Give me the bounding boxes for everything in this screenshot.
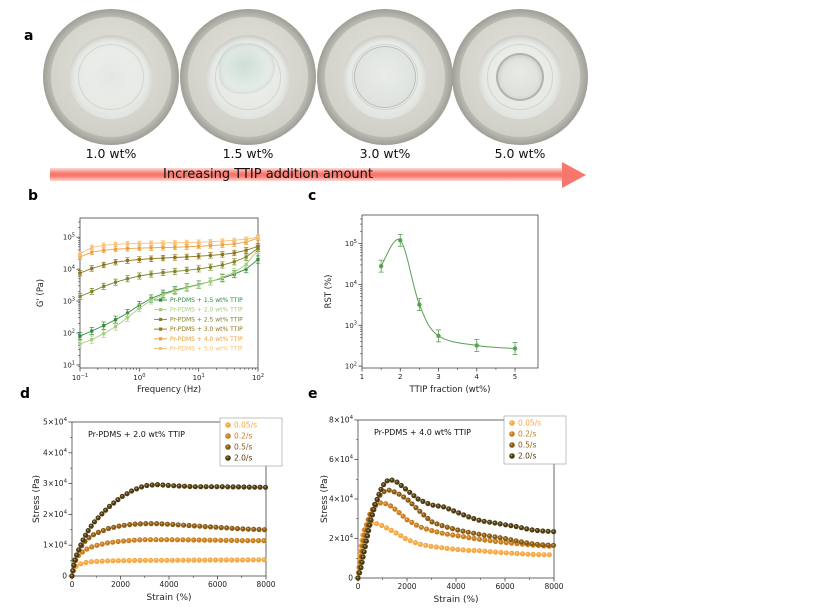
- dish-label-3: 3.0 wt%: [359, 146, 411, 161]
- svg-text:Stress (Pa): Stress (Pa): [320, 475, 330, 523]
- svg-text:4×104: 4×104: [43, 448, 68, 457]
- svg-text:Frequency (Hz): Frequency (Hz): [137, 385, 201, 394]
- svg-text:103: 103: [63, 296, 75, 305]
- svg-text:5×104: 5×104: [43, 417, 68, 426]
- gel-blob: [219, 43, 275, 94]
- chart-frequency-sweep: 10−1 100 101 102 101 102 103 104 105 Frequency (H…: [36, 217, 264, 394]
- gel-film: [353, 45, 417, 109]
- svg-text:4000: 4000: [159, 580, 178, 589]
- svg-text:0.05/s: 0.05/s: [234, 421, 257, 430]
- plot-area: 10−1 100 101 102 101 102 103 104 105 Frequency (H…: [36, 217, 264, 394]
- svg-text:8000: 8000: [544, 582, 563, 591]
- svg-text:Pr-PDMS + 1.5 wt% TTIP: Pr-PDMS + 1.5 wt% TTIP: [170, 297, 243, 304]
- svg-text:Pr-PDMS + 5.0 wt% TTIP: Pr-PDMS + 5.0 wt% TTIP: [170, 346, 243, 353]
- arrow-head-icon: [562, 161, 586, 188]
- svg-text:100: 100: [133, 373, 145, 382]
- svg-text:Pr-PDMS + 2.0 wt% TTIP: Pr-PDMS + 2.0 wt% TTIP: [88, 430, 185, 439]
- svg-text:4×104: 4×104: [329, 494, 354, 503]
- svg-text:6000: 6000: [208, 580, 227, 589]
- dish-label-4: 5.0 wt%: [494, 146, 546, 161]
- svg-text:2.0/s: 2.0/s: [518, 452, 536, 461]
- svg-text:102: 102: [345, 361, 357, 370]
- svg-text:Strain (%): Strain (%): [433, 595, 478, 605]
- svg-text:Pr-PDMS + 4.0 wt% TTIP: Pr-PDMS + 4.0 wt% TTIP: [170, 336, 243, 343]
- panel-d-label: d: [20, 386, 31, 402]
- svg-text:TTIP fraction (wt%): TTIP fraction (wt%): [409, 385, 491, 394]
- svg-text:2×104: 2×104: [43, 510, 68, 519]
- svg-text:0.2/s: 0.2/s: [518, 430, 536, 439]
- svg-text:8×104: 8×104: [329, 415, 354, 424]
- plot-area: 0 2000 4000 6000 8000 0 2×104 4×104 6×104 8×104 St…: [320, 415, 567, 605]
- svg-text:3: 3: [436, 373, 440, 381]
- svg-text:2: 2: [398, 373, 402, 381]
- panel-e-label: e: [308, 386, 318, 402]
- svg-text:102: 102: [252, 373, 264, 382]
- dish-well: [343, 35, 427, 119]
- svg-text:1: 1: [360, 373, 364, 381]
- svg-text:105: 105: [345, 239, 357, 248]
- contracted-film: [495, 52, 545, 102]
- svg-text:101: 101: [63, 360, 75, 369]
- svg-text:3×104: 3×104: [43, 479, 68, 488]
- svg-text:Pr-PDMS + 4.0 wt% TTIP: Pr-PDMS + 4.0 wt% TTIP: [374, 428, 471, 437]
- svg-text:0: 0: [356, 582, 361, 591]
- dish-well: [69, 35, 153, 119]
- svg-text:1×104: 1×104: [43, 540, 68, 549]
- svg-text:Pr-PDMS + 2.0 wt% TTIP: Pr-PDMS + 2.0 wt% TTIP: [170, 307, 243, 314]
- svg-text:0: 0: [348, 574, 353, 583]
- svg-text:6000: 6000: [495, 582, 514, 591]
- svg-text:2000: 2000: [397, 582, 416, 591]
- svg-text:10−1: 10−1: [72, 373, 88, 382]
- chart-stress-strain-4wt: 0 2000 4000 6000 8000 0 2×104 4×104 6×104 8×104 St…: [320, 415, 567, 605]
- svg-text:Pr-PDMS + 2.5 wt% TTIP: Pr-PDMS + 2.5 wt% TTIP: [170, 316, 243, 323]
- svg-text:0.5/s: 0.5/s: [234, 443, 252, 452]
- svg-text:0: 0: [62, 572, 67, 581]
- svg-text:4000: 4000: [446, 582, 465, 591]
- plot-area: 1 2 3 4 5 102 103 104 105 TTIP fraction (wt%) RST …: [324, 214, 539, 394]
- svg-text:8000: 8000: [256, 580, 275, 589]
- svg-text:2000: 2000: [111, 580, 130, 589]
- svg-text:RST (%): RST (%): [324, 275, 334, 309]
- svg-text:101: 101: [193, 373, 205, 382]
- panel-b-label: b: [28, 188, 39, 204]
- plot-area: 0 2000 4000 6000 8000 0 1×104 2×104 3×104 4×104 5×…: [32, 417, 283, 603]
- svg-text:4: 4: [475, 373, 480, 381]
- svg-text:Pr-PDMS + 3.0 wt% TTIP: Pr-PDMS + 3.0 wt% TTIP: [170, 326, 243, 333]
- svg-text:Stress (Pa): Stress (Pa): [32, 475, 42, 523]
- svg-text:G' (Pa): G' (Pa): [36, 279, 46, 307]
- liquid-film: [87, 51, 135, 101]
- petri-dish-photo-3: [317, 9, 453, 145]
- svg-text:0.2/s: 0.2/s: [234, 432, 252, 441]
- dish-well: [478, 35, 562, 119]
- arrow-bar: [50, 168, 564, 181]
- dish-label-2: 1.5 wt%: [222, 146, 274, 161]
- svg-text:Strain (%): Strain (%): [146, 593, 191, 603]
- petri-dish-photo-4: [452, 9, 588, 145]
- svg-text:105: 105: [63, 233, 75, 242]
- svg-text:6×104: 6×104: [329, 455, 354, 464]
- chart-stress-strain-2wt: 0 2000 4000 6000 8000 0 1×104 2×104 3×104 4×104 5×…: [32, 417, 283, 603]
- petri-dish-photo-1: [43, 9, 179, 145]
- svg-text:0.05/s: 0.05/s: [518, 419, 541, 428]
- svg-text:2.0/s: 2.0/s: [234, 454, 252, 463]
- svg-text:104: 104: [345, 280, 357, 289]
- svg-text:103: 103: [345, 321, 357, 330]
- svg-text:104: 104: [63, 264, 75, 273]
- chart-rst-vs-ttip: 1 2 3 4 5 102 103 104 105 TTIP fraction (wt%) RST …: [324, 214, 539, 394]
- svg-text:5: 5: [513, 373, 517, 381]
- svg-text:2×104: 2×104: [329, 534, 354, 543]
- petri-dish-photo-2: [180, 9, 316, 145]
- dish-label-1: 1.0 wt%: [85, 146, 137, 161]
- panel-a-label: a: [24, 28, 34, 44]
- svg-text:0.5/s: 0.5/s: [518, 441, 536, 450]
- panel-c-label: c: [308, 188, 317, 204]
- svg-text:102: 102: [63, 328, 75, 337]
- arrow-caption: Increasing TTIP addition amount: [163, 167, 373, 182]
- svg-text:0: 0: [70, 580, 75, 589]
- dish-well: [206, 35, 290, 119]
